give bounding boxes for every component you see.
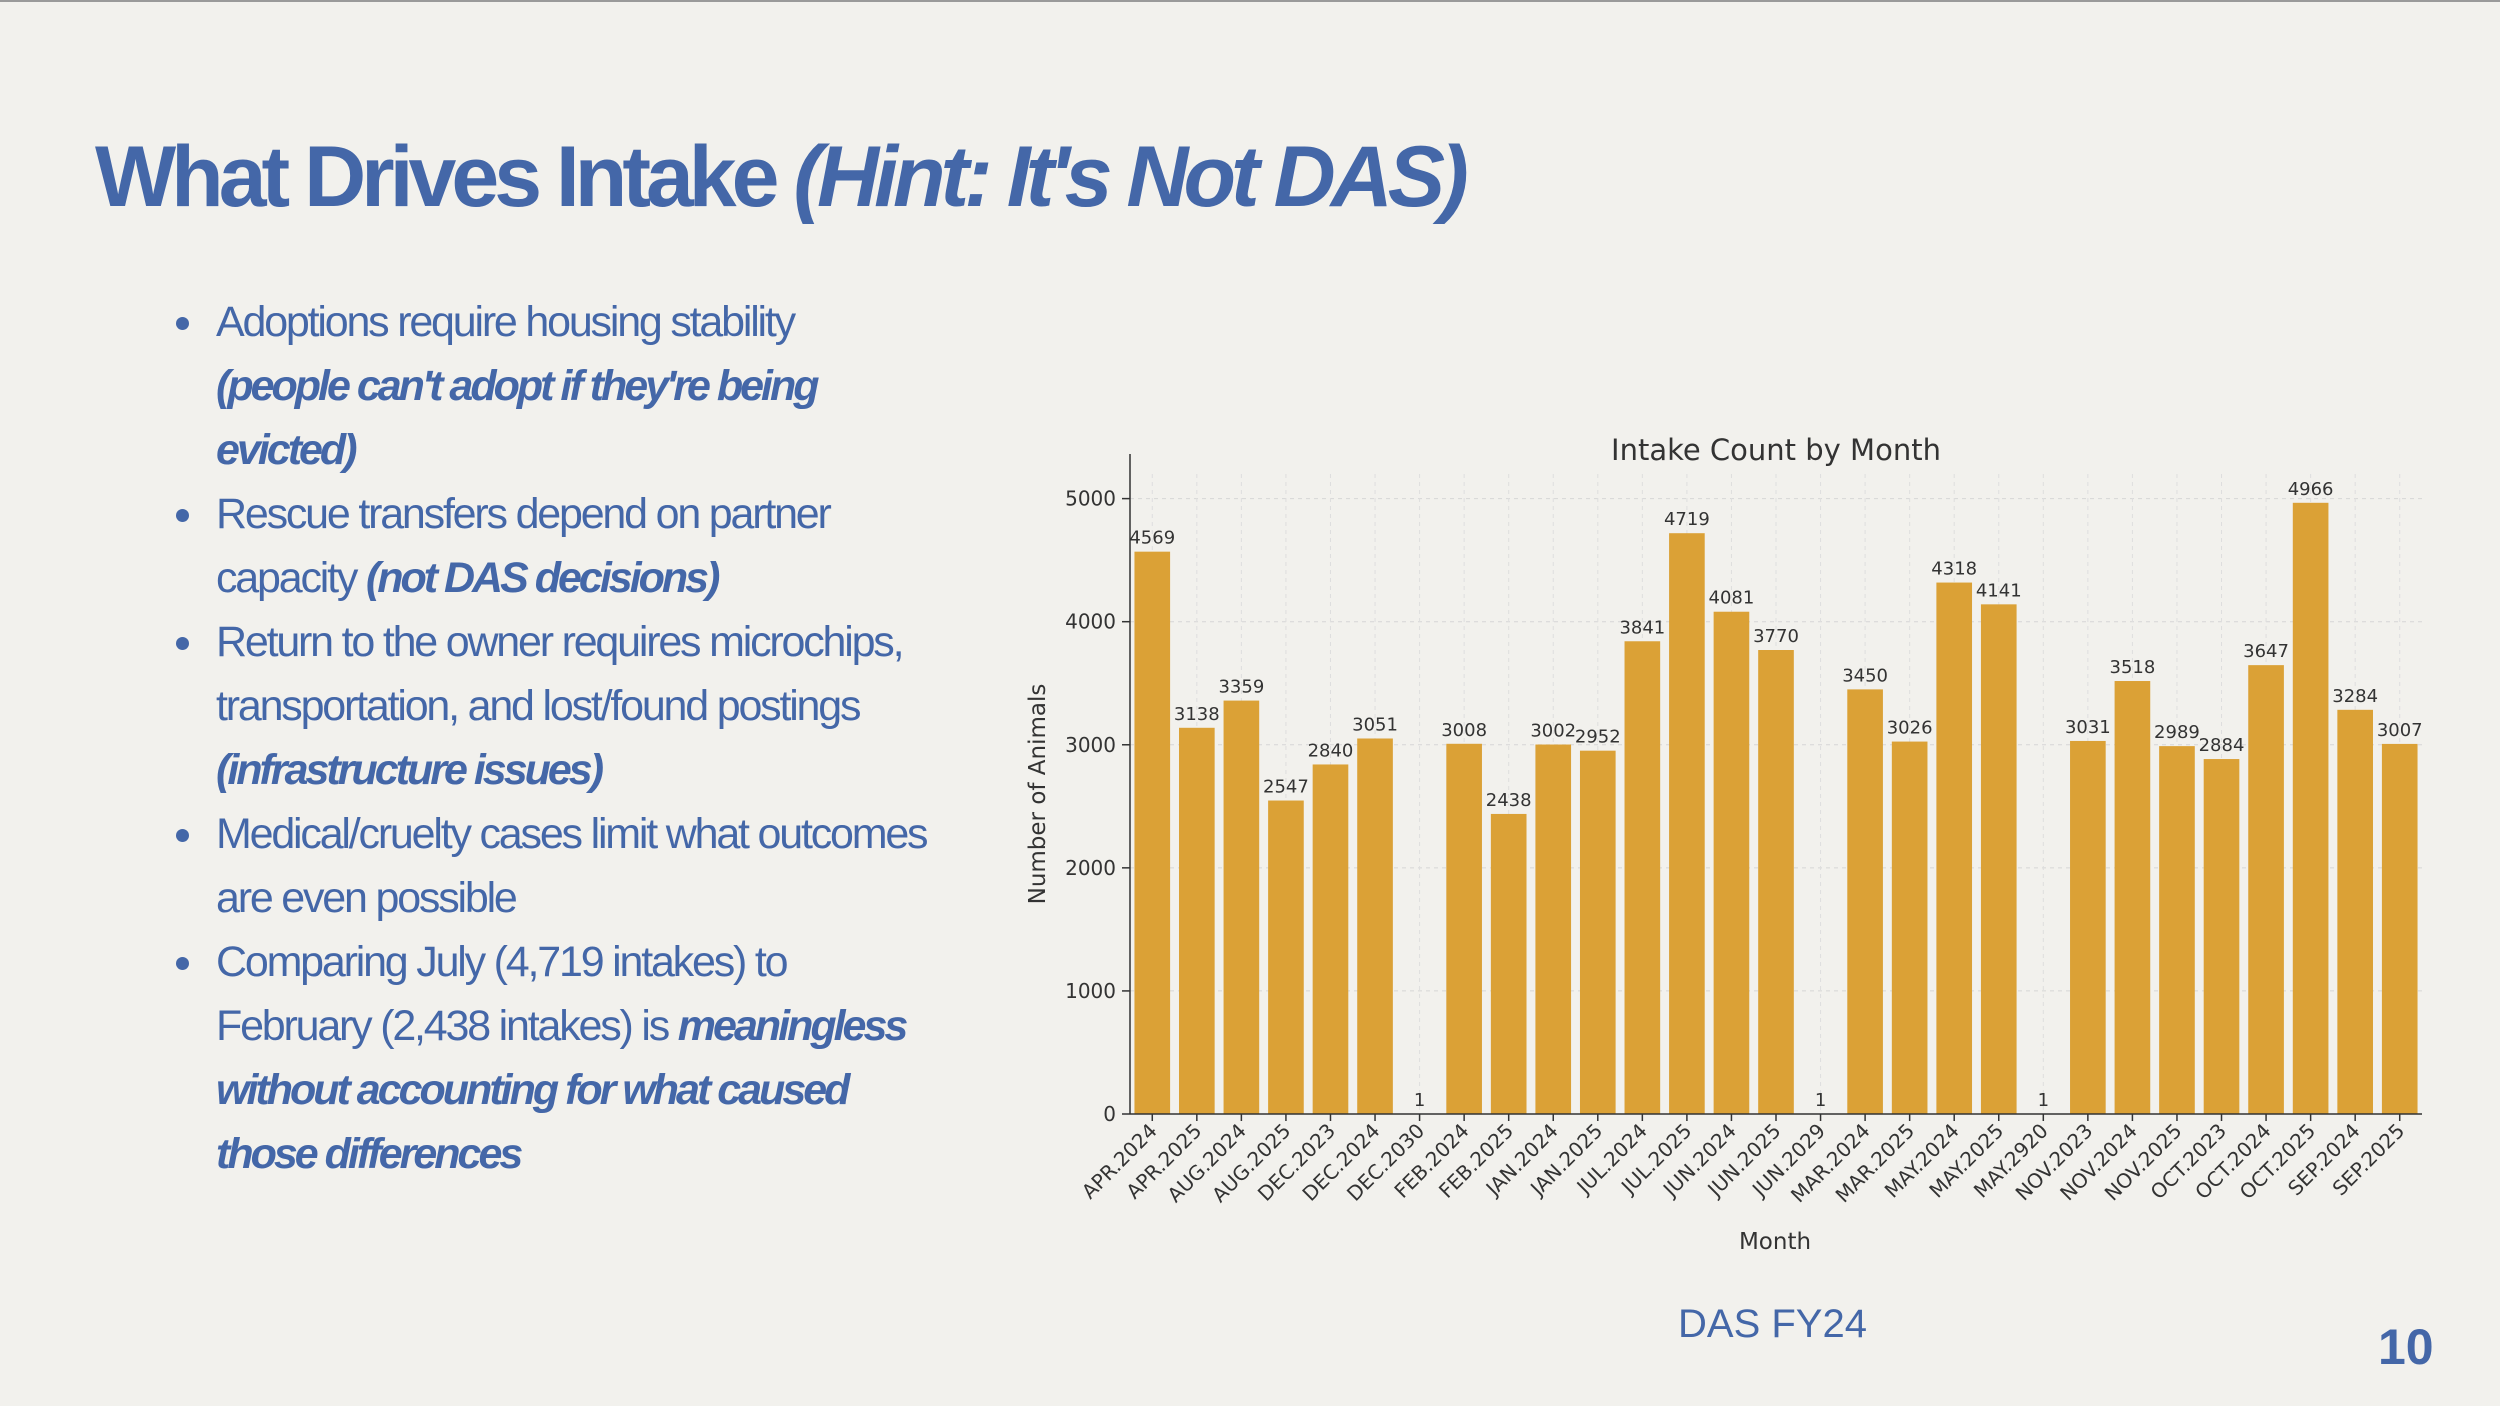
intake-chart-svg: 0100020003000400050004569APR.20243138APR… [1025,433,2423,1255]
bar-value-label: 2840 [1308,740,1354,761]
slide-title: What Drives Intake (Hint: It's Not DAS) [95,128,1469,227]
bar-value-label: 1 [2038,1090,2049,1111]
bullet-emphasis: (people can't adopt if they're being evi… [216,362,820,474]
bar [2203,759,2240,1114]
bar [1891,741,1928,1114]
bullet-emphasis: meaningless without accounting for what … [216,1002,908,1178]
bullet-list: Adoptions require housing stability (peo… [170,290,930,1186]
bar-value-label: 3841 [1619,617,1665,638]
bar [2070,740,2106,1114]
bar-value-label: 1 [1815,1090,1826,1111]
bar [1936,582,1973,1114]
bar-value-label: 2884 [2199,735,2245,756]
page-number: 10 [2378,1319,2434,1375]
bar-value-label: 2547 [1263,777,1309,798]
bar [1980,604,2017,1114]
bar-value-label: 3359 [1218,677,1264,698]
bar-value-label: 3002 [1530,721,1576,742]
title-hint: (Hint: It's Not DAS) [793,129,1468,225]
bar [1490,813,1527,1114]
bar [2292,502,2329,1114]
bar-value-label: 4141 [1976,580,2022,601]
bar-value-label: 3770 [1753,626,1799,647]
chart-title: Intake Count by Month [1611,433,1941,467]
bar-value-label: 3007 [2377,720,2423,741]
bar-value-label: 4569 [1129,528,1175,549]
bar [2337,709,2373,1114]
y-tick-label: 1000 [1065,979,1116,1003]
bar-value-label: 2952 [1575,727,1621,748]
title-main: What Drives Intake [95,129,779,225]
bar [1847,689,1883,1114]
bar-value-label: 4966 [2288,479,2334,500]
bar [1713,611,1750,1114]
bar [1446,743,1482,1114]
bar [1579,750,1616,1114]
y-tick-label: 4000 [1065,610,1116,634]
intake-chart: 0 1000 2000 3000 4000 5000 4569 APR.2024 3138 APR… [1000,420,2460,1270]
x-axis-title: Month [1739,1229,1811,1255]
y-axis-title: Number of Animals [1025,684,1051,905]
y-tick-label: 5000 [1065,487,1116,511]
bar [1179,727,1215,1114]
bar [1669,533,1705,1114]
bullet-item: Return to the owner requires microchips,… [170,610,930,802]
bar-value-label: 3284 [2332,686,2378,707]
bar [1134,551,1171,1114]
bar [2381,743,2418,1114]
bullet-emphasis: (not DAS decisions) [365,554,721,602]
bar-value-label: 3026 [1887,718,1933,739]
bullet-item: Medical/cruelty cases limit what outcome… [170,802,930,930]
bullet-text: Rescue transfers depend on partner capac… [216,490,832,602]
bar-value-label: 2989 [2154,722,2200,743]
bullet-emphasis: (infrastructure issues) [216,746,604,794]
bar [1624,641,1661,1114]
bar-value-label: 3450 [1842,665,1888,686]
bar [2159,746,2195,1114]
bullet-text: Medical/cruelty cases limit what outcome… [216,810,929,922]
bar-value-label: 2438 [1486,790,1532,811]
bar-value-label: 3138 [1174,704,1220,725]
bullet-text: Return to the owner requires microchips,… [216,618,905,730]
bullet-item: Adoptions require housing stability (peo… [170,290,930,482]
bar [1312,764,1349,1114]
top-border-line [0,0,2500,2]
bar-value-label: 3031 [2065,717,2111,738]
bar [1223,700,1260,1114]
bar-value-label: 4081 [1709,588,1755,609]
bar [2248,665,2284,1114]
y-tick-label: 0 [1103,1102,1116,1126]
bullet-item: Comparing July (4,719 intakes) to Februa… [170,930,930,1186]
y-tick-label: 2000 [1065,856,1116,880]
bar-value-label: 3518 [2110,657,2156,678]
bar [1357,738,1393,1114]
bullet-text: Adoptions require housing stability [216,298,796,346]
chart-caption: DAS FY24 [1678,1302,1867,1346]
bar-value-label: 1 [1414,1090,1425,1111]
bar-value-label: 4318 [1931,559,1977,580]
bar [1758,650,1794,1114]
bar-value-label: 3008 [1441,720,1487,741]
bullet-text: Comparing July (4,719 intakes) to Februa… [216,938,789,1050]
bar [1535,744,1572,1114]
y-tick-label: 3000 [1065,733,1116,757]
bar [2114,681,2151,1114]
bar-value-label: 3647 [2243,641,2289,662]
bar [1268,800,1304,1114]
bullet-item: Rescue transfers depend on partner capac… [170,482,930,610]
bar-value-label: 3051 [1352,714,1398,735]
bar-value-label: 4719 [1664,509,1710,530]
